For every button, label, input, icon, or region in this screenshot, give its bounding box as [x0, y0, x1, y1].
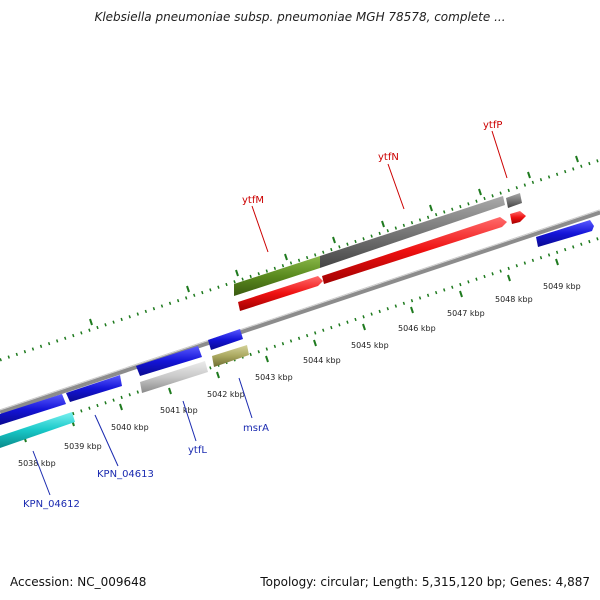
gene-KPN_04612-teal[interactable]: [0, 412, 75, 448]
upper-tick-ruler: [0, 155, 600, 362]
scale-label-5047: 5047 kbp: [447, 309, 485, 318]
gene-ytfM-bar[interactable]: [234, 256, 320, 296]
cds-left-blue[interactable]: [0, 394, 66, 425]
gene-ytfP-bar[interactable]: [506, 193, 522, 208]
cds-right-blue[interactable]: [536, 220, 594, 247]
label-ytfN[interactable]: ytfN: [378, 152, 399, 163]
scale-label-5049: 5049 kbp: [543, 282, 581, 291]
scale-label-5040: 5040 kbp: [111, 423, 149, 432]
forward-features: [234, 193, 594, 311]
scale-label-5046: 5046 kbp: [398, 324, 436, 333]
scale-label-5044: 5044 kbp: [303, 356, 341, 365]
scale-label-5042: 5042 kbp: [207, 390, 245, 399]
genome-summary-text: Topology: circular; Length: 5,315,120 bp…: [260, 575, 590, 589]
gene-ytfN-bar[interactable]: [320, 196, 505, 268]
label-ytfL[interactable]: ytfL: [188, 445, 207, 456]
cds-ytfP[interactable]: [510, 211, 526, 224]
gene-msrA-olive[interactable]: [212, 345, 249, 367]
label-KPN_04612[interactable]: KPN_04612: [23, 499, 80, 510]
cds-ytfM[interactable]: [238, 276, 323, 311]
lower-tick-ruler: [0, 236, 600, 443]
map-title: Klebsiella pneumoniae subsp. pneumoniae …: [94, 10, 506, 24]
scale-label-5038: 5038 kbp: [18, 459, 56, 468]
gene-ytfL-grey[interactable]: [140, 361, 208, 393]
cds-ytfN[interactable]: [322, 217, 507, 284]
scale-label-5045: 5045 kbp: [351, 341, 389, 350]
cds-KPN_04613[interactable]: [66, 375, 122, 402]
accession-text: Accession: NC_009648: [10, 575, 147, 589]
scale-label-5048: 5048 kbp: [495, 295, 533, 304]
label-ytfM[interactable]: ytfM: [242, 195, 264, 206]
label-leaders: [32, 130, 508, 496]
scale-label-5043: 5043 kbp: [255, 373, 293, 382]
scale-label-5041: 5041 kbp: [160, 406, 198, 415]
label-KPN_04613[interactable]: KPN_04613: [97, 469, 154, 480]
label-msrA[interactable]: msrA: [243, 423, 269, 434]
label-ytfP[interactable]: ytfP: [483, 120, 502, 131]
scale-label-5039: 5039 kbp: [64, 442, 102, 451]
feature-labels: ytfM ytfN ytfP msrA ytfL KPN_04613 KPN_0…: [23, 120, 502, 510]
cds-msrA[interactable]: [208, 329, 243, 350]
cds-ytfL[interactable]: [136, 346, 202, 376]
backbone: [0, 209, 600, 415]
scale-labels: 5038 kbp 5039 kbp 5040 kbp 5041 kbp 5042…: [18, 282, 581, 468]
reverse-features: [0, 329, 249, 448]
